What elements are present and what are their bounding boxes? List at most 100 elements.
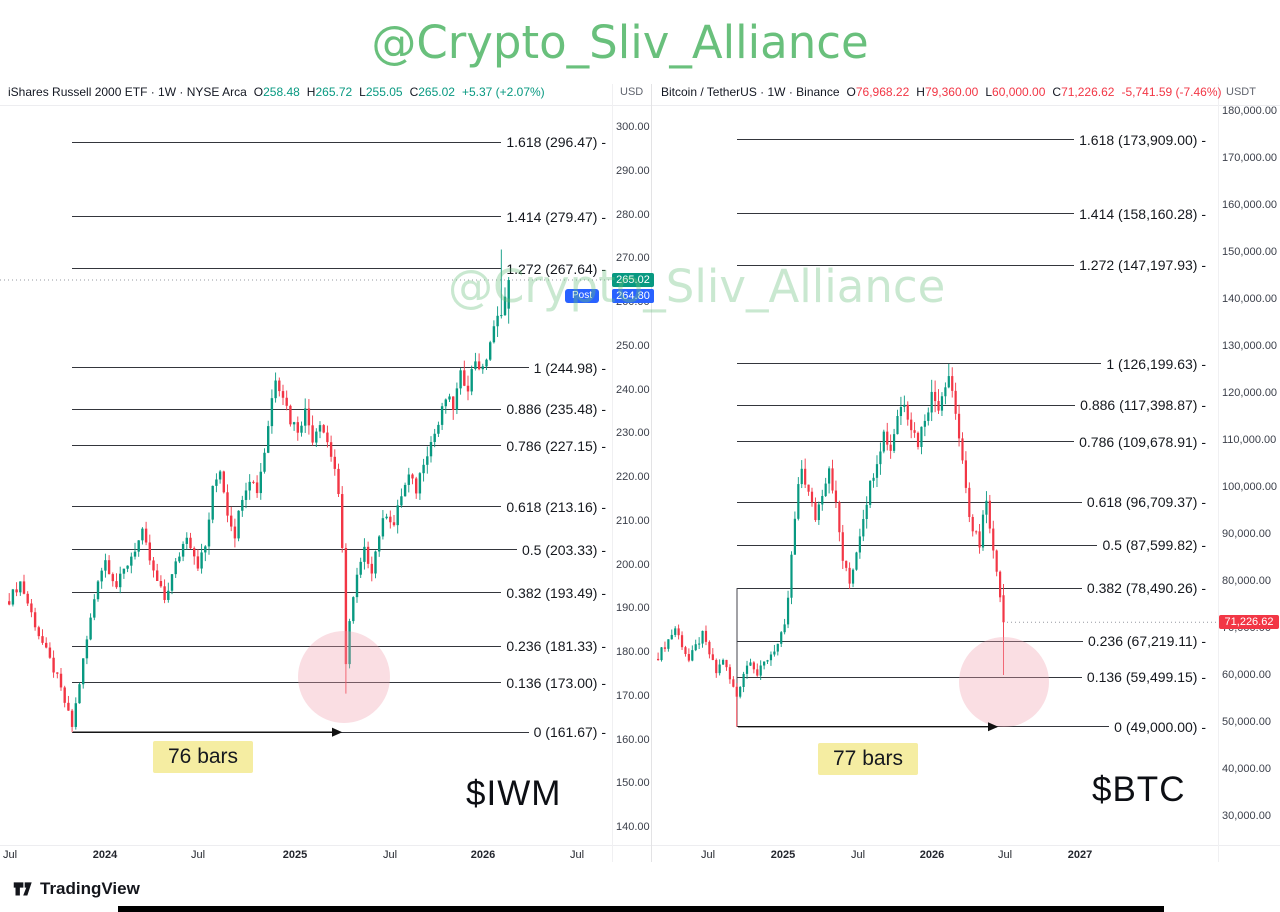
fib-level-label[interactable]: 1.414 (279.47) - bbox=[506, 208, 606, 225]
iwm-axis-border bbox=[612, 84, 613, 862]
symbol-title-btc[interactable]: Bitcoin / TetherUS · 1W · Binance bbox=[661, 85, 840, 99]
btc-highlight-circle[interactable] bbox=[959, 637, 1049, 727]
watermark-top: @Crypto_Sliv_Alliance bbox=[371, 16, 869, 69]
ohlc-key: C bbox=[1052, 85, 1062, 99]
fib-level-line bbox=[72, 216, 501, 218]
y-axis-tick: 230.00 bbox=[616, 427, 650, 440]
fib-level-line bbox=[72, 645, 501, 647]
fib-level-label[interactable]: 1.414 (158,160.28) - bbox=[1079, 205, 1206, 222]
fib-level-line bbox=[737, 676, 1082, 678]
panel-divider bbox=[651, 84, 652, 862]
ohlc-key: H bbox=[916, 85, 925, 99]
fib-level-label[interactable]: 0.382 (193.49) - bbox=[506, 584, 606, 601]
bottom-black-bar bbox=[118, 906, 1164, 912]
ohlc-value: 255.05 bbox=[365, 85, 403, 99]
y-axis-tick: 30,000.00 bbox=[1222, 810, 1271, 822]
btc-ticker-label[interactable]: $BTC bbox=[1092, 770, 1186, 809]
y-axis-tick: 180.00 bbox=[616, 646, 650, 658]
iwm-post-badge: Post bbox=[565, 289, 600, 303]
iwm-post-price-label: 264.80 bbox=[612, 289, 654, 303]
ohlc-key: O bbox=[846, 85, 856, 99]
y-axis-tick: 60,000.00 bbox=[1222, 669, 1271, 681]
fib-level-label[interactable]: 1.272 (147,197.93) - bbox=[1079, 257, 1206, 274]
ohlc-key: H bbox=[306, 85, 316, 99]
fib-level-line bbox=[737, 404, 1075, 406]
symbol-title-iwm[interactable]: iShares Russell 2000 ETF · 1W · NYSE Arc… bbox=[8, 85, 247, 99]
ohlc-value: 265.02 bbox=[418, 85, 455, 99]
fib-level-line bbox=[737, 363, 1101, 365]
fib-level-line bbox=[737, 501, 1082, 503]
chart-header-btc[interactable]: Bitcoin / TetherUS · 1W · Binance O76,968… bbox=[661, 85, 1222, 99]
ohlc-values-btc: O76,968.22 H79,360.00 L60,000.00 C71,226.62… bbox=[840, 85, 1222, 99]
btc-bars-measure-label[interactable]: 77 bars bbox=[818, 743, 919, 775]
ohlc-key: O bbox=[253, 85, 264, 99]
x-axis-tick: Jul bbox=[700, 849, 716, 861]
fib-level-line bbox=[72, 445, 501, 447]
fib-level-label[interactable]: 0.786 (109,678.91) - bbox=[1079, 433, 1206, 450]
y-axis-tick: 50,000.00 bbox=[1222, 716, 1271, 728]
fib-level-label[interactable]: 0.236 (181.33) - bbox=[506, 638, 606, 655]
y-axis-tick: 150.00 bbox=[616, 777, 650, 790]
fib-level-line bbox=[737, 441, 1074, 442]
fib-level-label[interactable]: 0.236 (67,219.11) - bbox=[1087, 633, 1206, 650]
fib-level-label[interactable]: 0.618 (96,709.37) - bbox=[1086, 494, 1206, 511]
y-axis-tick: 220.00 bbox=[616, 471, 650, 483]
tradingview-logo[interactable]: TradingView bbox=[12, 878, 140, 899]
fib-level-label[interactable]: 0.5 (87,599.82) - bbox=[1102, 537, 1206, 554]
fib-level-label[interactable]: 0.382 (78,490.26) - bbox=[1086, 580, 1206, 597]
y-axis-tick: 170,000.00 bbox=[1222, 152, 1278, 164]
y-axis-tick: 190.00 bbox=[616, 602, 650, 615]
ohlc-key: L bbox=[985, 85, 993, 99]
fib-level-label[interactable]: 1 (244.98) - bbox=[533, 359, 606, 376]
fib-level-line bbox=[72, 367, 529, 369]
fib-level-line bbox=[737, 213, 1074, 215]
fib-level-label[interactable]: 1.272 (267.64) - bbox=[506, 260, 606, 277]
ohlc-values-iwm: O258.48 H265.72 L255.05 C265.02 +5.37 (+2.07… bbox=[247, 85, 545, 99]
ohlc-value: 71,226.62 bbox=[1061, 85, 1115, 99]
x-axis-tick: Jul bbox=[2, 849, 18, 861]
fib-level-line bbox=[737, 139, 1074, 141]
fib-level-label[interactable]: 0.5 (203.33) - bbox=[521, 541, 606, 558]
fib-level-label[interactable]: 0 (49,000.00) - bbox=[1114, 718, 1206, 735]
iwm-bars-measure-label[interactable]: 76 bars bbox=[153, 741, 254, 773]
y-axis-tick: 270.00 bbox=[616, 252, 650, 265]
y-axis-tick: 150,000.00 bbox=[1222, 246, 1278, 258]
fib-level-label[interactable]: 0.618 (213.16) - bbox=[506, 498, 606, 515]
ohlc-value: 76,968.22 bbox=[855, 85, 910, 99]
fib-level-line bbox=[737, 587, 1082, 589]
iwm-highlight-circle[interactable] bbox=[298, 631, 390, 723]
fib-level-line bbox=[72, 506, 501, 508]
fib-level-line bbox=[72, 592, 501, 594]
fib-level-line bbox=[737, 640, 1083, 642]
fib-level-label[interactable]: 0.786 (227.15) - bbox=[506, 437, 606, 454]
time-axis-divider bbox=[0, 845, 1280, 846]
x-axis-tick: 2026 bbox=[470, 849, 496, 861]
y-axis-tick: 80,000.00 bbox=[1222, 575, 1271, 587]
fib-level-line bbox=[72, 549, 517, 551]
fib-level-label[interactable]: 1.618 (296.47) - bbox=[506, 134, 606, 151]
ohlc-key: L bbox=[359, 85, 366, 99]
fib-level-label[interactable]: 1.618 (173,909.00) - bbox=[1079, 131, 1206, 148]
iwm-ticker-label[interactable]: $IWM bbox=[466, 774, 562, 813]
fib-level-label[interactable]: 0.136 (59,499.15) - bbox=[1086, 669, 1206, 686]
fib-level-label[interactable]: 0.886 (117,398.87) - bbox=[1080, 397, 1206, 414]
y-axis-tick: 110,000.00 bbox=[1222, 434, 1277, 446]
watermark-center: @Crypto_Sliv_Alliance bbox=[448, 260, 946, 313]
fib-level-label[interactable]: 0.886 (235.48) - bbox=[506, 401, 606, 418]
change-value: -5,741.59 (-7.46%) bbox=[1121, 85, 1222, 99]
fib-level-label[interactable]: 0 (161.67) - bbox=[533, 724, 606, 741]
fib-level-line bbox=[72, 141, 501, 143]
fib-level-line bbox=[72, 682, 501, 684]
x-axis-tick: Jul bbox=[997, 849, 1013, 861]
fib-level-label[interactable]: 1 (126,199.63) - bbox=[1106, 355, 1206, 372]
fib-level-label[interactable]: 0.136 (173.00) - bbox=[506, 674, 606, 691]
y-axis-tick: 180,000.00 bbox=[1222, 105, 1278, 117]
ohlc-value: 60,000.00 bbox=[992, 85, 1046, 99]
y-axis-tick: 250.00 bbox=[616, 339, 650, 352]
y-axis-tick: 100,000.00 bbox=[1222, 481, 1278, 493]
x-axis-tick: Jul bbox=[569, 849, 585, 861]
y-axis-tick: 120,000.00 bbox=[1222, 387, 1278, 399]
chart-header-iwm[interactable]: iShares Russell 2000 ETF · 1W · NYSE Arc… bbox=[8, 85, 545, 99]
